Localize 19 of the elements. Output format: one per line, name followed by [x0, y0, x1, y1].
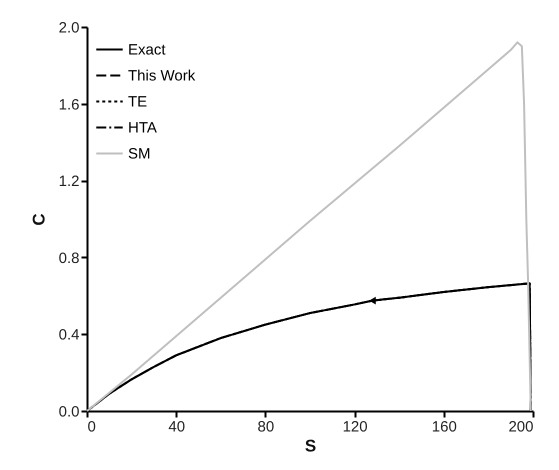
y-tick-label: 1.6	[58, 96, 80, 114]
legend-label: TE	[128, 94, 148, 110]
y-tick-label: 1.2	[58, 173, 80, 190]
x-tick-label: 0	[88, 418, 96, 436]
x-tick-label: 160	[432, 418, 457, 436]
legend-label: Exact	[128, 42, 166, 58]
y-tick-label: 0.4	[58, 326, 80, 344]
legend-label: HTA	[128, 120, 157, 136]
y-axis-title: C	[30, 213, 49, 226]
x-tick-label: 80	[258, 418, 274, 436]
x-tick-label: 200	[508, 418, 534, 436]
y-tick-label: 2.0	[58, 20, 80, 36]
x-tick-label: 40	[168, 418, 186, 436]
y-tick-label: 0.8	[58, 250, 80, 267]
x-axis-title: S	[304, 436, 316, 456]
legend-label: SM	[128, 146, 150, 162]
legend-label: This Work	[128, 68, 196, 84]
y-tick-label: 0.0	[58, 404, 80, 420]
x-tick-label: 120	[342, 418, 368, 436]
